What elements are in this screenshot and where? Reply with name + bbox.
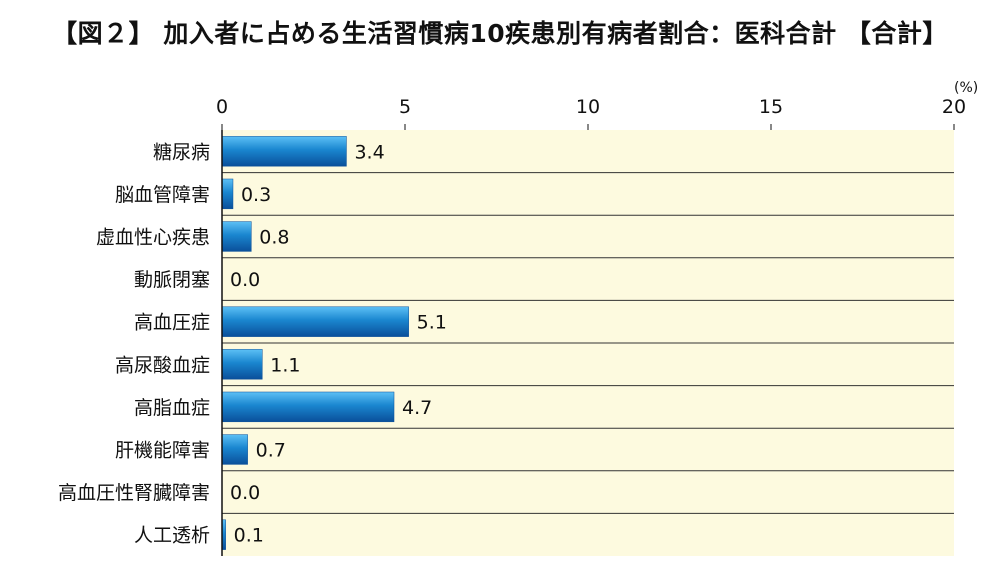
- value-label: 3.4: [354, 141, 384, 163]
- value-label: 5.1: [417, 312, 447, 334]
- value-label: 0.3: [241, 184, 271, 206]
- category-label: 虚血性心疾患: [96, 227, 210, 249]
- unit-label: (%): [954, 80, 978, 96]
- bar: [221, 349, 263, 380]
- bar: [221, 178, 234, 210]
- x-tick-label: 15: [759, 96, 783, 118]
- x-tick-label: 20: [942, 96, 966, 118]
- bars: [221, 136, 409, 550]
- category-label: 高血圧性腎臓障害: [58, 482, 210, 504]
- bar: [221, 221, 252, 252]
- x-tick-label: 0: [216, 96, 228, 118]
- bar: [221, 391, 395, 423]
- category-label: 脳血管障害: [115, 184, 210, 206]
- x-tick-label: 10: [576, 96, 600, 118]
- value-label: 0.0: [230, 482, 260, 504]
- row-separators: [222, 172, 954, 514]
- value-label: 0.1: [234, 525, 264, 547]
- labels: 0 5 10 15 20 糖尿病 3.4 脳血管障害 0.3 虚血性心疾患 0.8 動脈閉塞 0.0 高血…: [58, 96, 966, 547]
- category-label: 高血圧症: [134, 312, 210, 334]
- bar: [221, 434, 248, 465]
- chart-title: 【図２】 加入者に占める生活習慣病10疾患別有病者割合：医科合計 【合計】: [52, 19, 948, 48]
- value-label: 4.7: [402, 397, 432, 419]
- value-label: 0.0: [230, 269, 260, 291]
- category-label: 動脈閉塞: [134, 269, 210, 291]
- category-label: 高尿酸血症: [115, 354, 210, 376]
- value-label: 1.1: [270, 354, 300, 376]
- category-label: 人工透析: [134, 525, 210, 547]
- bar: [221, 136, 347, 167]
- value-label: 0.8: [259, 227, 289, 249]
- category-label: 肝機能障害: [115, 440, 210, 462]
- bar: [221, 306, 409, 337]
- category-label: 高脂血症: [134, 397, 210, 419]
- category-label: 糖尿病: [153, 141, 210, 163]
- value-label: 0.7: [256, 440, 286, 462]
- x-tick-label: 5: [399, 96, 411, 118]
